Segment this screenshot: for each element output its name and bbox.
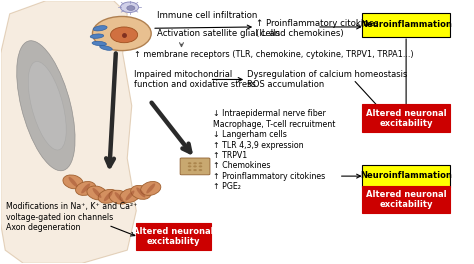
Text: Modifications in Na⁺, K⁺ and Ca²⁺
voltage-gated ion channels
Axon degeneration: Modifications in Na⁺, K⁺ and Ca²⁺ voltag… xyxy=(6,202,137,232)
Ellipse shape xyxy=(126,191,135,201)
Ellipse shape xyxy=(120,188,140,202)
Circle shape xyxy=(199,162,202,164)
Ellipse shape xyxy=(28,62,66,150)
Circle shape xyxy=(199,165,202,167)
Polygon shape xyxy=(0,1,137,263)
Ellipse shape xyxy=(100,46,112,50)
Text: Dysregulation of calcium homeostasis
ROS accumulation: Dysregulation of calcium homeostasis ROS… xyxy=(247,70,407,89)
Ellipse shape xyxy=(131,185,151,199)
Ellipse shape xyxy=(92,188,101,198)
Text: Altered neuronal
excitability: Altered neuronal excitability xyxy=(133,227,214,246)
Ellipse shape xyxy=(75,182,96,195)
Circle shape xyxy=(120,2,138,12)
Circle shape xyxy=(110,27,137,43)
Circle shape xyxy=(92,16,151,51)
Text: ↑ membrane receptors (TLR, chemokine, cytokine, TRPV1, TRPA1...): ↑ membrane receptors (TLR, chemokine, cy… xyxy=(134,50,414,59)
Ellipse shape xyxy=(93,26,107,31)
FancyBboxPatch shape xyxy=(137,223,211,250)
Circle shape xyxy=(193,165,197,167)
Circle shape xyxy=(188,162,191,164)
Ellipse shape xyxy=(17,41,75,171)
Ellipse shape xyxy=(69,177,78,187)
Text: Immune cell infiltration: Immune cell infiltration xyxy=(156,11,257,20)
Circle shape xyxy=(199,169,202,171)
Ellipse shape xyxy=(87,186,107,200)
Circle shape xyxy=(188,165,191,167)
Ellipse shape xyxy=(109,190,129,204)
FancyBboxPatch shape xyxy=(362,165,450,187)
Ellipse shape xyxy=(63,175,83,189)
Circle shape xyxy=(188,169,191,171)
Circle shape xyxy=(127,6,135,10)
Ellipse shape xyxy=(137,187,146,197)
Ellipse shape xyxy=(115,192,124,202)
Ellipse shape xyxy=(146,183,155,194)
Text: Neuroinflammation: Neuroinflammation xyxy=(360,172,452,181)
Circle shape xyxy=(193,162,197,164)
FancyBboxPatch shape xyxy=(362,186,450,213)
Text: Neuroinflammation: Neuroinflammation xyxy=(360,21,452,30)
FancyBboxPatch shape xyxy=(180,158,210,175)
Ellipse shape xyxy=(81,183,90,194)
Text: ↓ Intraepidermal nerve fiber
Macrophage, T-cell recruitment
↓ Langerham cells
↑ : ↓ Intraepidermal nerve fiber Macrophage,… xyxy=(213,110,336,191)
FancyBboxPatch shape xyxy=(362,105,450,132)
Text: ↑ Proinflammatory citokines
(IL and chemokines): ↑ Proinflammatory citokines (IL and chem… xyxy=(256,18,379,38)
Text: Impaired mitochondrial
function and oxidative stress: Impaired mitochondrial function and oxid… xyxy=(134,70,256,89)
Text: Altered neuronal
excitability: Altered neuronal excitability xyxy=(366,190,447,209)
Text: Altered neuronal
excitability: Altered neuronal excitability xyxy=(366,109,447,128)
Ellipse shape xyxy=(104,191,113,201)
Circle shape xyxy=(193,169,197,171)
Ellipse shape xyxy=(141,182,161,195)
FancyBboxPatch shape xyxy=(362,12,450,37)
Ellipse shape xyxy=(92,41,106,46)
Text: Activation satellite glial cells: Activation satellite glial cells xyxy=(156,29,280,38)
Ellipse shape xyxy=(90,34,104,38)
Ellipse shape xyxy=(98,189,118,203)
